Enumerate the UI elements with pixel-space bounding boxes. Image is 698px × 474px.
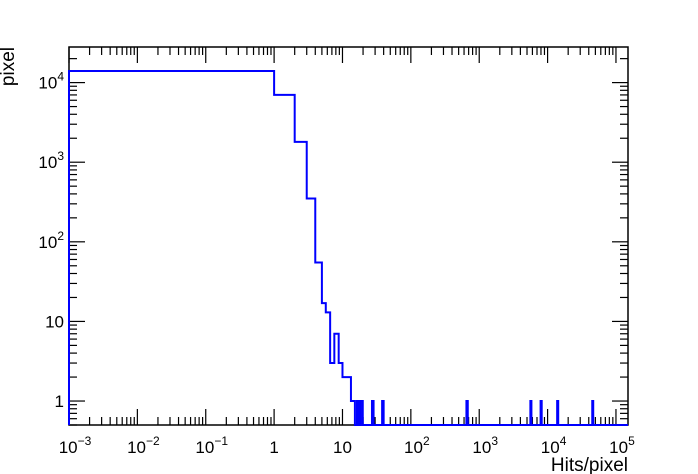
- y-tick-label: 103: [38, 149, 64, 172]
- x-tick-label: 1: [269, 438, 278, 457]
- x-tick-label: 102: [404, 434, 430, 457]
- y-tick-label: 1: [55, 392, 64, 411]
- y-tick-labels: 1 10 102 103 104: [38, 70, 64, 411]
- axis-ticks: [68, 47, 628, 426]
- y-axis-title: pixel: [0, 47, 19, 86]
- x-tick-label: 10: [333, 438, 352, 457]
- x-tick-label: 104: [541, 434, 567, 457]
- histogram-line: [68, 69, 628, 426]
- x-tick-labels: 10−3 10−2 10−1 1 10 102 103 104 105: [59, 434, 635, 457]
- plot-frame: [68, 46, 629, 426]
- x-tick-label: 10−3: [59, 434, 92, 457]
- y-tick-label: 10: [45, 312, 64, 331]
- x-tick-label: 10−2: [127, 434, 160, 457]
- x-tick-label: 103: [472, 434, 498, 457]
- y-tick-label: 104: [38, 70, 64, 93]
- x-tick-label: 105: [609, 434, 635, 457]
- x-tick-label: 10−1: [195, 434, 228, 457]
- x-axis-title: Hits/pixel: [551, 455, 628, 474]
- y-tick-label: 102: [38, 229, 64, 252]
